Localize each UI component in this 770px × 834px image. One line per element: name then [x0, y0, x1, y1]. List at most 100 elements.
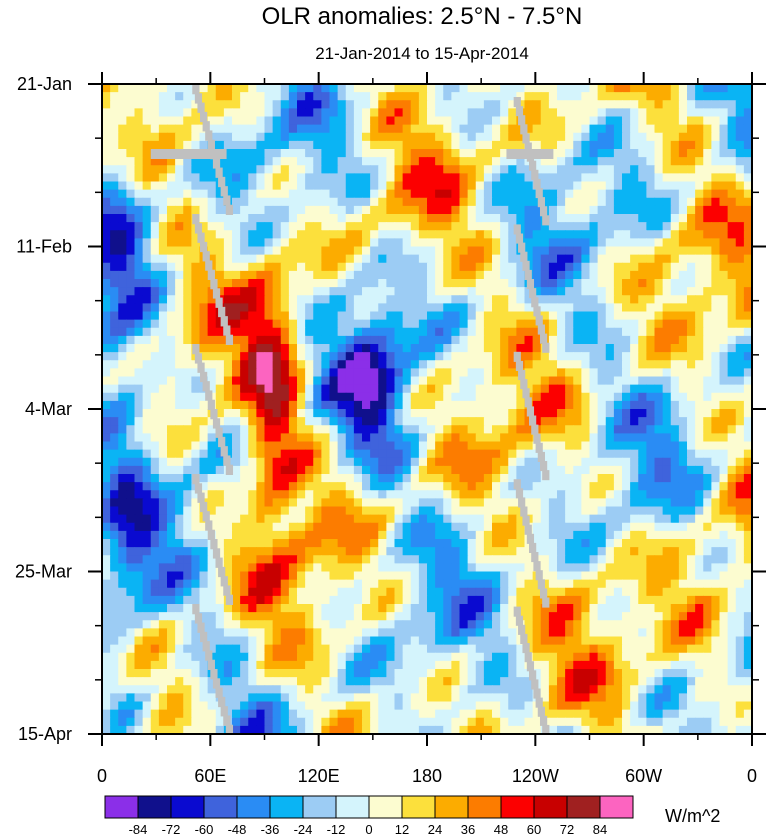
heatmap-cell: [126, 457, 136, 467]
heatmap-cell: [703, 173, 712, 183]
heatmap-cell: [134, 490, 144, 499]
heatmap-cell: [670, 230, 680, 239]
heatmap-cell: [126, 230, 136, 239]
heatmap-cell: [126, 181, 136, 191]
heatmap-cell: [630, 246, 639, 256]
heatmap-cell: [264, 360, 274, 369]
heatmap-cell: [540, 165, 550, 174]
heatmap-cell: [175, 157, 184, 166]
heatmap-cell: [313, 465, 322, 475]
heatmap-cell: [167, 392, 176, 402]
heatmap-cell: [150, 433, 160, 443]
heatmap-cell: [711, 539, 721, 548]
heatmap-cell: [362, 181, 371, 191]
heatmap-cell: [695, 571, 704, 581]
heatmap-cell: [158, 547, 168, 556]
heatmap-cell: [110, 140, 119, 150]
heatmap-cell: [500, 555, 509, 564]
heatmap-cell: [321, 474, 331, 483]
heatmap-cell: [646, 84, 656, 93]
heatmap-cell: [630, 100, 639, 109]
heatmap-cell: [516, 303, 526, 313]
heatmap-cell: [264, 140, 274, 150]
heatmap-cell: [150, 465, 160, 475]
heatmap-cell: [427, 425, 436, 434]
heatmap-cell: [475, 116, 485, 126]
heatmap-cell: [492, 116, 501, 126]
heatmap-cell: [110, 197, 119, 207]
heatmap-cell: [451, 230, 461, 239]
heatmap-cell: [288, 344, 298, 353]
heatmap-cell: [540, 498, 550, 508]
heatmap-cell: [695, 222, 704, 231]
heatmap-cell: [378, 514, 387, 524]
heatmap-cell: [248, 165, 257, 174]
heatmap-cell: [248, 530, 257, 540]
heatmap-cell: [207, 173, 217, 183]
heatmap-cell: [516, 579, 526, 589]
heatmap-cell: [581, 295, 591, 304]
heatmap-cell: [175, 539, 184, 548]
heatmap-cell: [630, 84, 639, 93]
heatmap-cell: [646, 539, 656, 548]
heatmap-cell: [711, 116, 721, 126]
heatmap-cell: [337, 482, 347, 491]
heatmap-cell: [118, 238, 127, 248]
heatmap-cell: [248, 400, 257, 410]
heatmap-cell: [126, 539, 136, 548]
heatmap-cell: [370, 417, 379, 426]
heatmap-cell: [492, 295, 501, 304]
heatmap-cell: [727, 327, 737, 337]
heatmap-cell: [240, 449, 249, 459]
heatmap-cell: [589, 124, 599, 134]
heatmap-cell: [378, 433, 387, 443]
heatmap-cell: [370, 449, 379, 459]
heatmap-cell: [256, 587, 266, 597]
heatmap-cell: [654, 474, 664, 483]
heatmap-cell: [256, 270, 266, 280]
heatmap-cell: [240, 563, 249, 573]
heatmap-cell: [240, 539, 249, 548]
heatmap-cell: [370, 140, 379, 150]
heatmap-cell: [191, 457, 201, 467]
heatmap-cell: [500, 222, 509, 231]
heatmap-cell: [118, 425, 127, 434]
heatmap-cell: [223, 319, 233, 329]
heatmap-cell: [305, 360, 314, 369]
heatmap-cell: [508, 295, 517, 304]
heatmap-cell: [662, 563, 672, 573]
heatmap-cell: [573, 157, 582, 166]
heatmap-cell: [207, 482, 217, 491]
heatmap-cell: [475, 197, 485, 207]
heatmap-cell: [378, 84, 387, 93]
heatmap-cell: [540, 400, 550, 410]
heatmap-cell: [272, 539, 282, 548]
heatmap-cell: [378, 392, 387, 402]
heatmap-cell: [524, 441, 534, 451]
heatmap-cell: [524, 417, 534, 426]
heatmap-cell: [110, 490, 119, 499]
heatmap-cell: [613, 116, 623, 126]
heatmap-cell: [207, 587, 217, 597]
heatmap-cell: [711, 189, 721, 199]
heatmap-cell: [134, 92, 144, 101]
heatmap-cell: [410, 579, 420, 589]
heatmap-cell: [337, 449, 347, 459]
heatmap-cell: [443, 530, 452, 540]
heatmap-cell: [345, 587, 355, 597]
heatmap-cell: [622, 100, 631, 109]
heatmap-cell: [297, 230, 306, 239]
heatmap-cell: [622, 571, 631, 581]
heatmap-cell: [508, 539, 517, 548]
heatmap-cell: [573, 409, 582, 418]
heatmap-cell: [256, 262, 266, 272]
heatmap-cell: [353, 441, 363, 451]
heatmap-cell: [297, 222, 306, 231]
heatmap-cell: [158, 400, 168, 410]
heatmap-cell: [435, 539, 444, 548]
heatmap-cell: [362, 490, 371, 499]
heatmap-cell: [102, 344, 111, 353]
heatmap-cell: [183, 140, 192, 150]
heatmap-cell: [223, 100, 233, 109]
heatmap-cell: [378, 352, 387, 361]
